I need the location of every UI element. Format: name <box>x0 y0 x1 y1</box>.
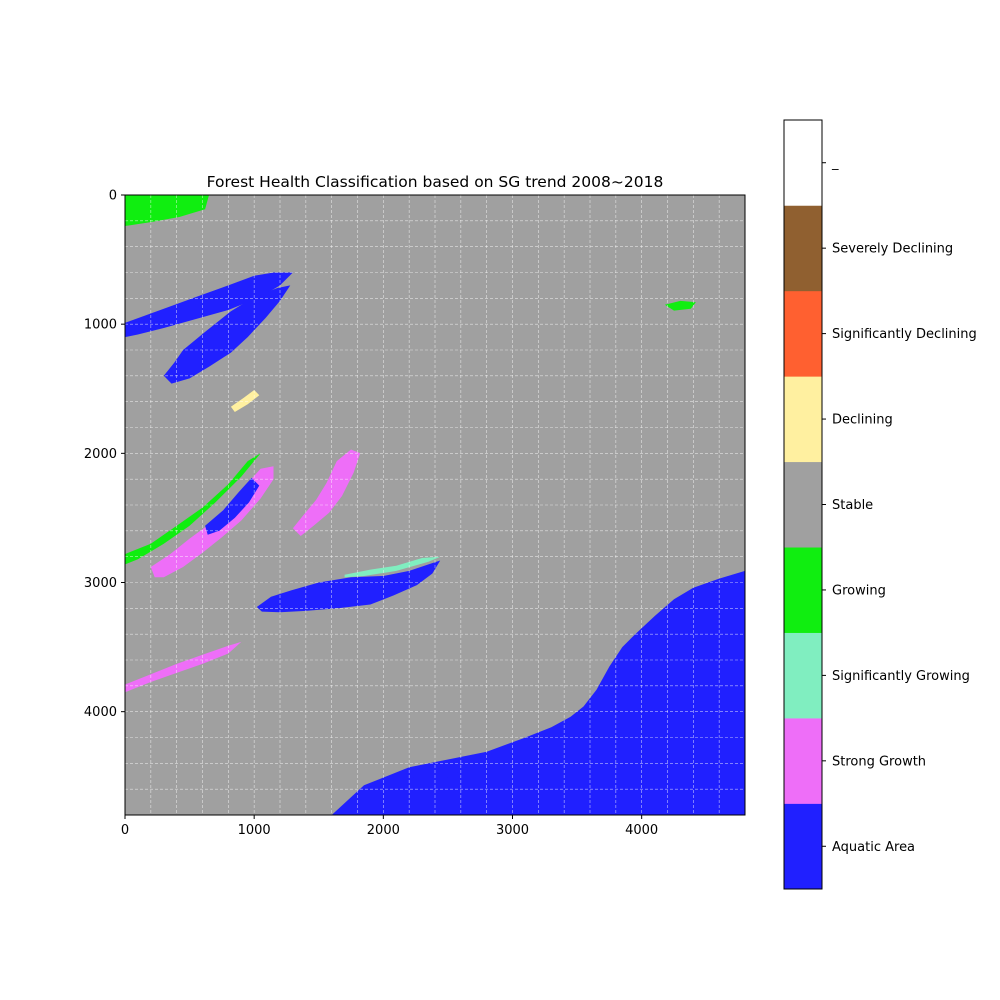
grid-lines <box>125 195 745 815</box>
colorbar-swatch <box>784 547 822 633</box>
y-tick-label: 4000 <box>84 705 117 720</box>
colorbar-label: Declining <box>832 413 893 428</box>
plot-area <box>124 194 746 816</box>
region-northwest-lake-system <box>163 285 291 384</box>
colorbar-label: _ <box>831 156 839 171</box>
x-tick-label: 0 <box>121 823 129 838</box>
x-tick-label: 2000 <box>367 823 400 838</box>
region-lake-shore-growth <box>344 556 441 578</box>
x-tick-label: 4000 <box>625 823 658 838</box>
colorbar-label: Aquatic Area <box>832 840 915 855</box>
colorbar-label: Significantly Growing <box>832 669 970 684</box>
y-tick-label: 1000 <box>84 318 117 333</box>
region-southwest-wetland <box>125 641 242 693</box>
y-tick-label: 0 <box>109 189 117 204</box>
colorbar-swatch <box>784 120 822 206</box>
colorbar: Aquatic Area Strong Growth Significantly G… <box>783 119 977 890</box>
colorbar-swatch <box>784 803 822 890</box>
x-axis: 0 1000 2000 3000 4000 <box>121 815 658 838</box>
colorbar-swatch <box>784 718 822 804</box>
region-west-growth-fringe <box>125 453 261 565</box>
chart-title: Forest Health Classification based on SG… <box>207 173 664 191</box>
colorbar-label: Stable <box>832 498 873 513</box>
colorbar-swatch <box>784 290 822 377</box>
colorbar-label: Significantly Declining <box>832 327 977 342</box>
x-tick-label: 3000 <box>496 823 529 838</box>
region-declining-patch <box>230 390 260 412</box>
y-tick-label: 2000 <box>84 447 117 462</box>
region-large-lake <box>256 560 441 613</box>
colorbar-swatch <box>784 376 822 463</box>
plot-frame <box>124 194 746 816</box>
region-central-wetland <box>292 449 361 536</box>
colorbar-frame <box>783 119 823 890</box>
colorbar-swatch <box>784 632 822 719</box>
region-northwest-bay <box>125 272 293 338</box>
region-northwest-growth <box>125 195 209 226</box>
x-tick-label: 1000 <box>238 823 271 838</box>
region-west-wetland-core <box>205 477 260 535</box>
colorbar-label: Growing <box>832 583 886 598</box>
colorbar-swatch <box>784 461 822 548</box>
colorbar-swatch <box>784 205 822 292</box>
y-tick-label: 3000 <box>84 576 117 591</box>
colorbar-label: Strong Growth <box>832 754 926 769</box>
y-axis: 0 1000 2000 3000 4000 <box>84 189 125 720</box>
region-northeast-growth <box>664 300 696 311</box>
colorbar-label: Severely Declining <box>832 242 953 257</box>
